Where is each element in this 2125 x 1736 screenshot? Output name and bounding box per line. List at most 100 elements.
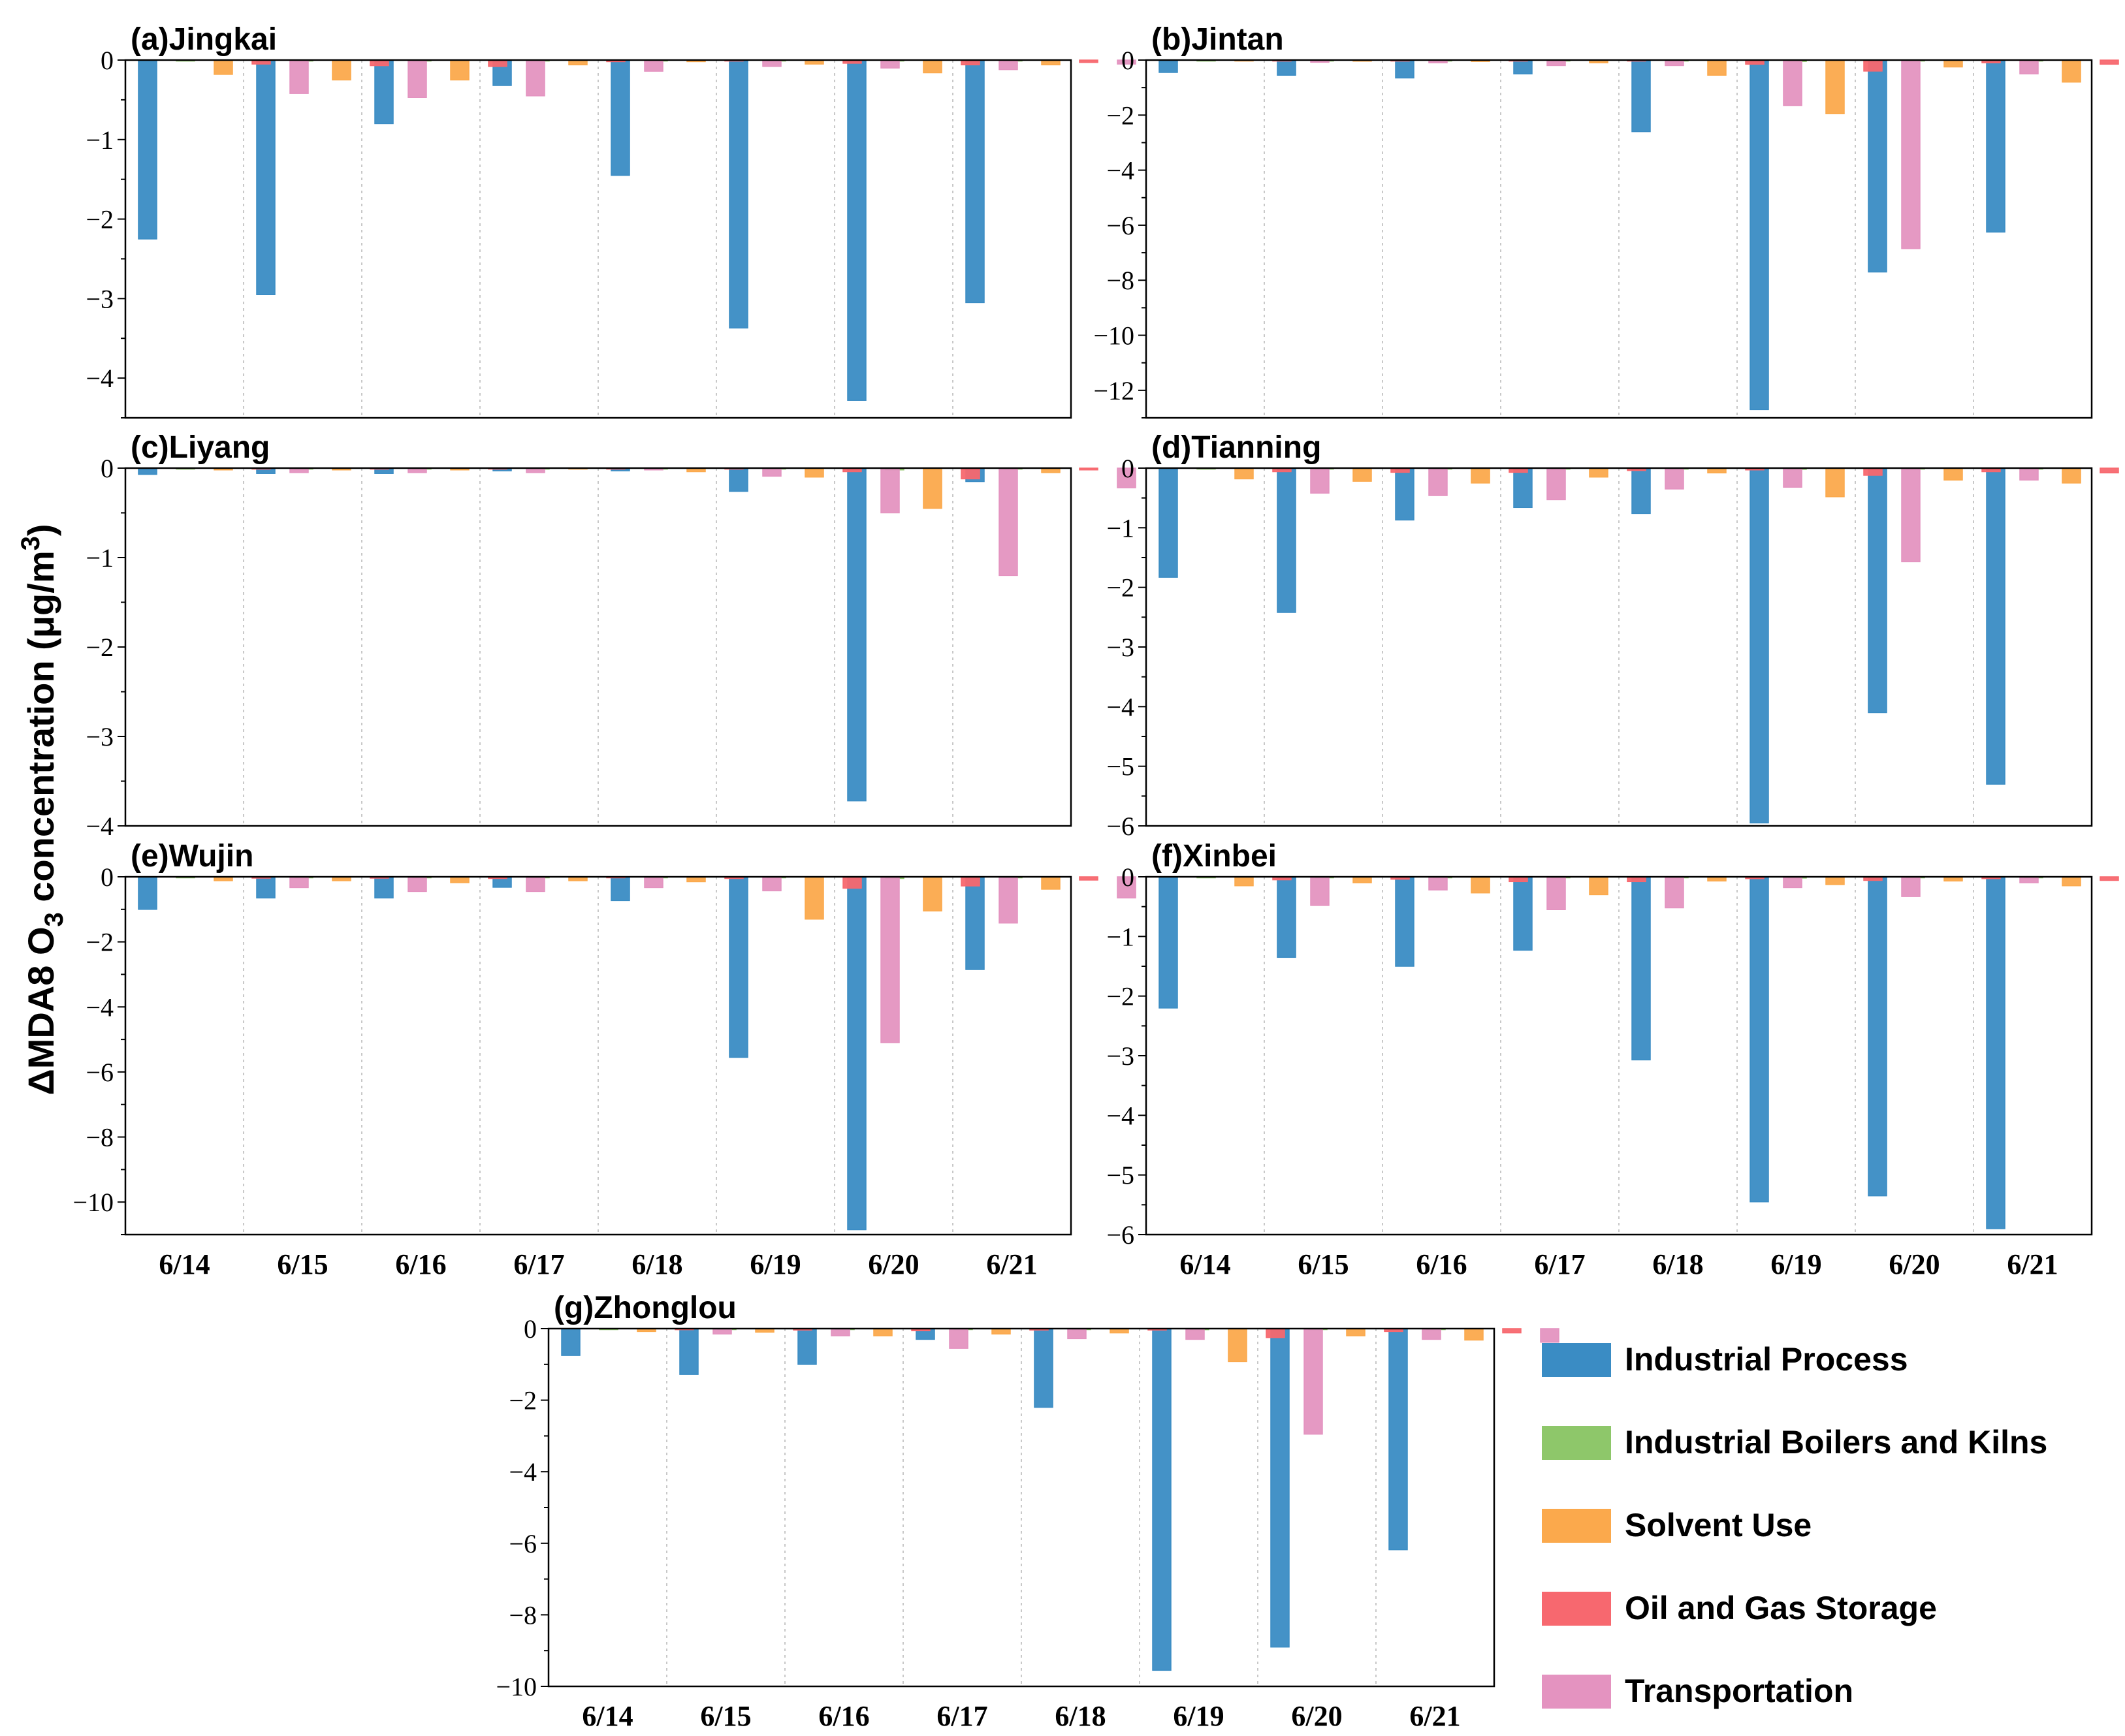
bar-transportation	[1901, 467, 1921, 563]
y-tick-label: −2	[1106, 982, 1134, 1011]
bar-transportation	[1665, 876, 1684, 909]
bar-solvent-use	[873, 1328, 893, 1336]
bar-transportation	[526, 876, 545, 892]
bar-solvent-use	[1707, 59, 1727, 76]
bar-industrial-process	[1158, 876, 1178, 1009]
bar-transportation	[644, 876, 663, 889]
bar-transportation	[1665, 467, 1684, 490]
y-label-mid: concentration (μg/m	[20, 550, 61, 912]
y-tick-label: 0	[1121, 862, 1134, 892]
bar-transportation	[1783, 467, 1802, 488]
bar-solvent-use	[1943, 467, 1963, 481]
x-tick-label: 6/16	[395, 1248, 446, 1280]
bar-transportation	[880, 876, 900, 1043]
bar-industrial-process	[1277, 59, 1296, 76]
bar-industrial-process	[965, 59, 985, 304]
bar-transportation	[999, 59, 1018, 71]
bar-transportation	[880, 467, 900, 514]
bar-transportation	[1310, 467, 1330, 494]
x-tick-label: 6/19	[1770, 1248, 1821, 1280]
y-tick-label: −4	[509, 1457, 537, 1487]
bar-oil-and-gas-storage	[370, 59, 389, 67]
bar-oil-and-gas-storage	[1079, 59, 1098, 63]
bar-transportation	[762, 876, 782, 892]
bar-industrial-process	[611, 876, 630, 902]
bar-industrial-process	[611, 59, 630, 176]
bar-solvent-use	[1352, 467, 1372, 482]
bar-solvent-use	[1943, 59, 1963, 68]
bar-oil-and-gas-storage	[2100, 467, 2119, 474]
x-tick-label: 6/15	[277, 1248, 328, 1280]
bar-industrial-process	[1158, 467, 1178, 578]
bar-solvent-use	[923, 467, 942, 509]
bar-industrial-process	[1270, 1328, 1290, 1648]
bar-transportation	[1428, 876, 1448, 891]
bar-transportation	[1117, 467, 1136, 488]
bar-solvent-use	[1346, 1328, 1366, 1336]
bar-solvent-use	[805, 467, 824, 478]
bar-transportation	[1546, 59, 1566, 67]
legend-swatch	[1542, 1426, 1611, 1460]
bar-transportation	[644, 59, 663, 72]
y-tick-label: −2	[86, 205, 114, 234]
bar-solvent-use	[1464, 1328, 1484, 1341]
bar-transportation	[2019, 876, 2039, 883]
bar-industrial-process	[256, 59, 276, 295]
bar-transportation	[1901, 876, 1921, 897]
bar-transportation	[2019, 59, 2039, 74]
bar-industrial-process	[1868, 59, 1887, 273]
axes-frame	[1145, 59, 2093, 419]
y-tick-label: −1	[86, 125, 114, 155]
panel-title: (d)Tianning	[1151, 430, 1321, 465]
y-tick-label: 0	[101, 862, 114, 892]
y-tick-label: −8	[86, 1123, 114, 1152]
bar-oil-and-gas-storage	[2100, 876, 2119, 881]
bar-oil-and-gas-storage	[961, 876, 980, 887]
bar-solvent-use	[2062, 59, 2081, 83]
bar-transportation	[999, 467, 1018, 576]
y-tick-label: −2	[1106, 573, 1134, 603]
panel-4: 0−2−4−6−8−106/14 6/15 6/16 6/17 6/18 6/19 6/20…	[72, 839, 1136, 1280]
y-tick-label: −6	[1106, 211, 1134, 240]
bar-transportation	[1117, 59, 1136, 65]
y-tick-label: −3	[86, 284, 114, 313]
bar-solvent-use	[1589, 876, 1608, 896]
panels: 0−1−2−3−4(a)Jingkai0−2−4−6−8−10−12(b)Jin…	[72, 22, 2119, 1732]
panel-1: 0 −2 −4 −6 −8 −10 −12 (b)Jintan	[1093, 22, 2119, 419]
bar-industrial-process	[729, 467, 748, 492]
panel-title: (a)Jingkai	[131, 22, 277, 57]
bar-industrial-process	[847, 467, 867, 802]
bar-industrial-process	[1868, 876, 1887, 1197]
bar-solvent-use	[1234, 467, 1254, 480]
bar-oil-and-gas-storage	[1502, 1328, 1522, 1334]
y-tick-label: 0	[1121, 46, 1134, 75]
bar-industrial-process	[1986, 876, 2005, 1229]
bar-industrial-process	[138, 876, 157, 910]
legend-label: Solvent Use	[1625, 1507, 1812, 1543]
x-tick-label: 6/21	[1409, 1700, 1460, 1732]
bar-industrial-process	[1750, 59, 1769, 411]
y-tick-label: −1	[86, 543, 114, 573]
bar-industrial-process	[374, 59, 394, 125]
y-tick-label: −8	[1106, 266, 1134, 295]
panel-6: 0 −2 −4 −6 −8 −10 6/14 6/15 6/16 6/17 6/18 6/19 6/20…	[496, 1291, 1559, 1732]
bar-solvent-use	[1471, 876, 1490, 894]
bar-industrial-process	[679, 1328, 699, 1375]
panel-title: (f)Xinbei	[1151, 839, 1277, 874]
y-tick-label: −2	[509, 1386, 537, 1415]
bar-industrial-process	[138, 59, 157, 240]
bar-transportation	[1303, 1328, 1323, 1435]
y-tick-label: −1	[1106, 513, 1134, 543]
bar-transportation	[1665, 59, 1684, 67]
bar-transportation	[762, 467, 782, 477]
bar-solvent-use	[1825, 59, 1845, 114]
bar-transportation	[831, 1328, 850, 1336]
bar-solvent-use	[1589, 467, 1608, 478]
bar-transportation	[526, 59, 545, 97]
bar-solvent-use	[1352, 876, 1372, 883]
x-tick-label: 6/14	[1179, 1248, 1230, 1280]
x-tick-label: 6/18	[631, 1248, 682, 1280]
y-tick-label: −2	[86, 928, 114, 957]
bar-oil-and-gas-storage	[1863, 59, 1883, 72]
y-tick-label: −6	[86, 1058, 114, 1087]
